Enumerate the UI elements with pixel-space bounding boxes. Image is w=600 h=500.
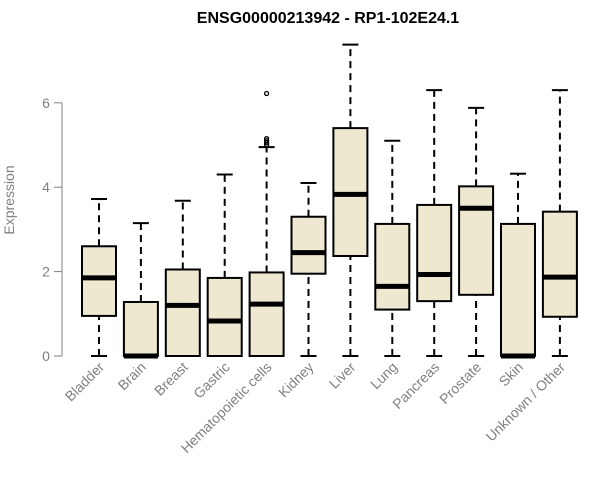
outlier-point	[263, 138, 270, 144]
box-rect	[541, 210, 578, 318]
outlier-point	[263, 136, 270, 142]
y-tick-label: 0	[42, 348, 50, 364]
box-rect	[81, 245, 117, 317]
box-group	[332, 43, 369, 357]
box-group	[164, 199, 201, 357]
box-rect	[290, 215, 327, 275]
y-tick-label: 2	[42, 264, 50, 280]
box-group	[290, 181, 327, 357]
x-tick-label: Kidney	[275, 359, 317, 401]
x-tick-label: Brain	[115, 359, 149, 393]
x-tick-label: Unknown / Other	[482, 359, 568, 445]
box-rect	[122, 300, 159, 358]
x-tick-label: Skin	[496, 359, 527, 390]
box-group	[206, 173, 243, 357]
box-rect	[206, 276, 243, 357]
box-rect	[416, 203, 453, 303]
x-tick-label: Liver	[326, 359, 359, 392]
x-tick-label: Prostate	[436, 359, 484, 407]
y-axis-ticks: 0 2 4 6	[42, 95, 62, 364]
box-rect	[500, 222, 536, 357]
box-rect	[458, 185, 495, 296]
box-group	[458, 106, 495, 357]
x-tick-label: Lung	[367, 359, 400, 392]
box-group	[416, 89, 453, 357]
chart-title: ENSG00000213942 - RP1-102E24.1	[197, 10, 460, 27]
box-group	[81, 198, 117, 357]
y-tick-label: 4	[42, 179, 50, 195]
x-tick-label: Bladder	[62, 359, 108, 405]
box-rect	[164, 268, 201, 357]
x-tick-label: Pancreas	[389, 359, 442, 412]
box-rect	[374, 222, 411, 311]
box-group	[374, 139, 411, 357]
box-group	[248, 90, 285, 357]
box-group	[500, 172, 536, 359]
x-tick-label: Breast	[151, 359, 191, 399]
boxes	[81, 43, 578, 359]
box-group	[541, 89, 578, 357]
y-tick-label: 6	[42, 95, 50, 111]
box-rect	[248, 271, 285, 357]
box-group	[122, 222, 159, 359]
outlier-point	[263, 90, 270, 97]
y-axis-title: Expression	[1, 165, 17, 234]
